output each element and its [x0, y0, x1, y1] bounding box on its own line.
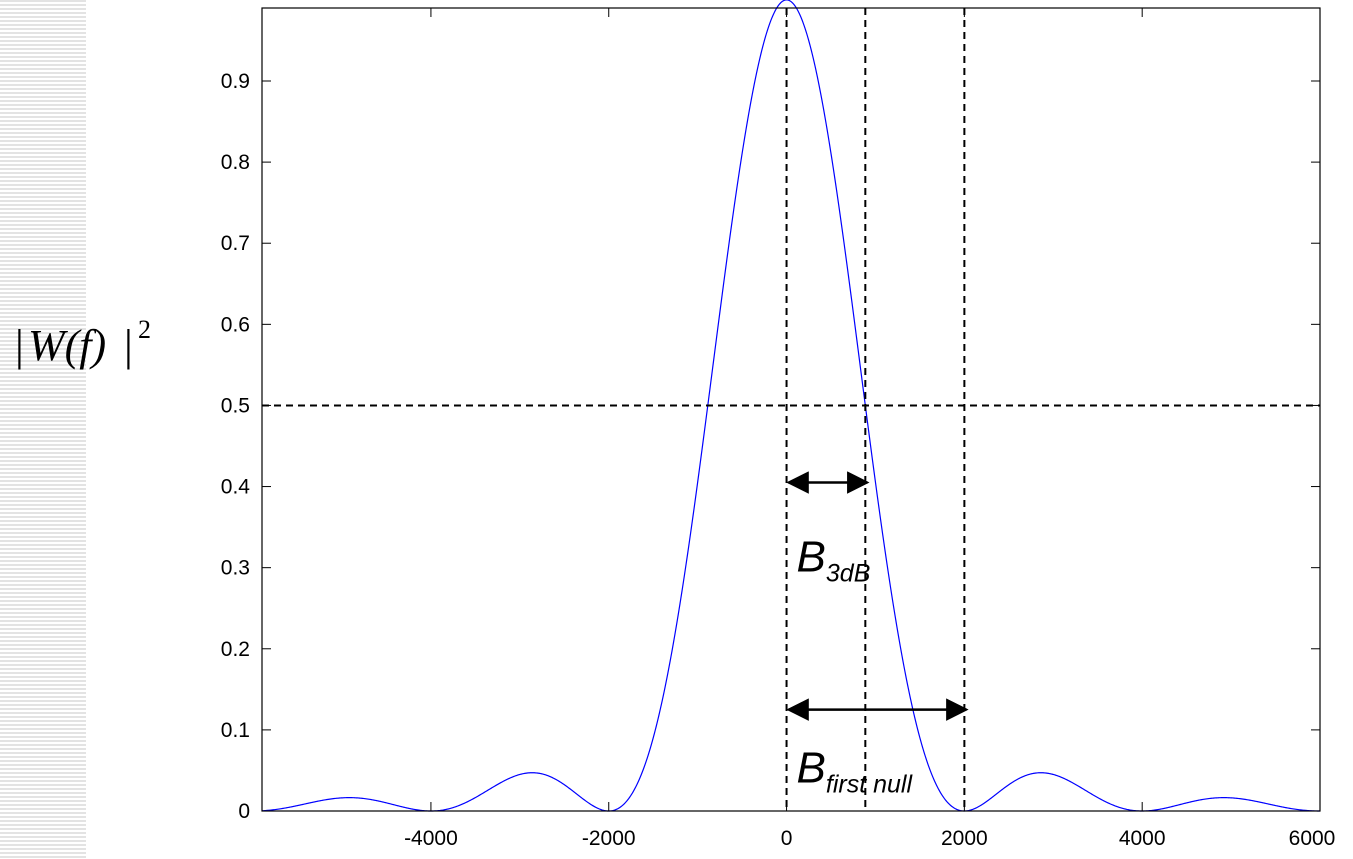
x-tick-label: 2000: [941, 827, 988, 850]
axes-box: [261, 7, 1321, 812]
annotation-label-b3db: B3dB: [797, 533, 871, 588]
annotation-main-bnull: B: [797, 744, 826, 793]
y-tick-label: 0.7: [221, 232, 250, 255]
slide-side-stripe: [0, 0, 86, 859]
x-tick-label: -2000: [582, 827, 636, 850]
x-tick-label: 6000: [1289, 827, 1336, 850]
y-axis-label-text: W(f): [28, 321, 106, 370]
y-tick-label: 0.8: [221, 151, 250, 174]
y-tick-label: 0.4: [221, 476, 251, 499]
y-tick-label: 0.9: [221, 70, 250, 93]
annotation-sub-bnull: first null: [826, 771, 914, 799]
plot-area: -4000 -2000 0 2000 4000 6000 0 0.1 0.2 0.3 0.4 0.5 0…: [221, 0, 1336, 850]
y-axis-label-exponent: 2: [138, 315, 151, 344]
annotation-sub-b3db: 3dB: [826, 560, 870, 588]
y-tick-label: 0: [238, 800, 250, 823]
x-tick-label: -4000: [404, 827, 458, 850]
annotation-label-bnull: Bfirst null: [797, 744, 914, 799]
y-axis-label-bar-left: |: [15, 321, 24, 370]
y-axis-label-bar-right: |: [124, 321, 133, 370]
x-tick-label: 4000: [1119, 827, 1166, 850]
y-tick-label: 0.6: [221, 313, 250, 336]
y-tick-label: 0.3: [221, 557, 250, 580]
annotation-main-b3db: B: [797, 533, 826, 582]
y-tick-label: 0.5: [221, 394, 250, 417]
y-axis-label: | W(f) | 2: [15, 315, 151, 370]
y-tick-label: 0.1: [221, 719, 250, 742]
x-tick-label: 0: [781, 827, 793, 850]
y-tick-label: 0.2: [221, 638, 250, 661]
